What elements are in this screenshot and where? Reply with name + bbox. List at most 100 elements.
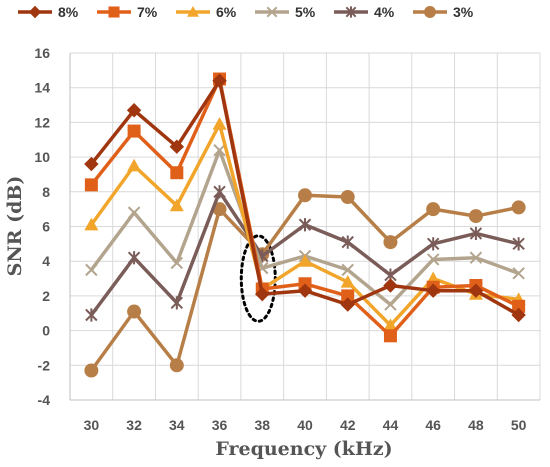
data-point — [512, 237, 525, 251]
data-point — [84, 156, 99, 172]
y-tick-label: 4 — [42, 253, 50, 269]
x-tick-label: 40 — [297, 417, 313, 433]
data-point — [469, 226, 483, 241]
data-point — [425, 283, 441, 298]
data-point — [340, 275, 355, 288]
data-point — [212, 117, 227, 130]
data-point — [340, 297, 355, 312]
legend-item: 8% — [18, 4, 79, 20]
y-tick-label: 8 — [42, 184, 50, 200]
data-point — [212, 73, 227, 88]
y-tick-label: 6 — [42, 219, 50, 235]
data-point — [127, 251, 141, 265]
x-tick-label: 32 — [126, 417, 142, 433]
series-group — [84, 72, 526, 378]
series-4pct — [85, 185, 525, 322]
data-point — [341, 289, 355, 303]
x-tick-label: 44 — [383, 417, 399, 433]
series-7pct — [84, 72, 526, 343]
x-tick-label: 50 — [511, 417, 527, 433]
data-point — [424, 6, 436, 18]
data-point — [297, 283, 313, 298]
data-point — [108, 6, 120, 18]
data-point — [341, 235, 354, 249]
legend-item: 6% — [176, 4, 237, 20]
data-point — [383, 278, 398, 293]
x-tick-label: 46 — [425, 417, 441, 433]
legend-item: 5% — [255, 4, 316, 20]
data-point — [426, 253, 440, 266]
x-tick-label: 42 — [340, 417, 356, 433]
data-point — [383, 235, 398, 250]
data-point — [469, 251, 483, 264]
y-tick-label: 12 — [34, 114, 50, 130]
legend-label: 3% — [453, 4, 474, 20]
legend-item: 4% — [334, 4, 395, 20]
data-point — [85, 308, 98, 322]
data-point — [127, 124, 141, 138]
data-point — [345, 6, 357, 18]
data-point — [468, 283, 484, 298]
data-point — [298, 188, 312, 203]
legend-item: 7% — [97, 4, 158, 20]
y-tick-label: 14 — [34, 80, 50, 96]
data-point — [169, 198, 184, 212]
data-point — [28, 5, 42, 19]
data-point — [127, 158, 142, 172]
y-tick-label: 2 — [42, 288, 50, 304]
x-tick-label: 30 — [84, 417, 100, 433]
data-point — [426, 237, 440, 251]
data-point — [170, 296, 184, 310]
data-point — [169, 358, 184, 373]
data-point — [255, 286, 270, 302]
series-3pct — [84, 188, 526, 378]
data-point — [187, 6, 199, 17]
x-tick-label: 48 — [468, 417, 484, 433]
data-point — [340, 190, 355, 205]
data-point — [84, 363, 99, 378]
y-tick-label: 0 — [42, 323, 50, 339]
data-point — [266, 6, 278, 18]
data-point — [213, 185, 226, 199]
data-point — [384, 298, 397, 311]
data-point — [512, 299, 526, 313]
legend-label: 4% — [374, 4, 395, 20]
y-axis-title: SNR (dB) — [4, 176, 26, 277]
x-tick-label: 34 — [169, 417, 185, 433]
data-point — [511, 200, 526, 215]
data-point — [298, 254, 312, 267]
data-point — [383, 329, 397, 343]
x-tick-label: 38 — [254, 417, 270, 433]
legend-label: 8% — [58, 4, 79, 20]
y-tick-label: 16 — [34, 45, 50, 61]
data-point — [213, 143, 226, 157]
data-point — [426, 202, 441, 217]
data-point — [127, 304, 142, 319]
x-tick-label: 36 — [212, 417, 228, 433]
data-point — [84, 178, 98, 192]
legend-item: 3% — [413, 4, 474, 20]
data-point — [126, 103, 142, 118]
y-tick-label: -2 — [38, 357, 51, 373]
data-point — [84, 217, 99, 231]
data-point — [511, 307, 526, 323]
data-point — [298, 218, 312, 232]
legend: 8% 7% 6% 5% 4% 3% — [18, 4, 474, 20]
legend-label: 7% — [137, 4, 158, 20]
data-point — [341, 263, 354, 277]
legend-label: 5% — [295, 4, 316, 20]
data-point — [170, 256, 184, 270]
data-point — [169, 139, 185, 154]
data-point — [512, 267, 525, 280]
data-point — [127, 206, 141, 219]
series-8pct — [84, 73, 526, 323]
x-axis-title: Frequency (kHz) — [215, 438, 392, 460]
data-point — [468, 209, 483, 224]
data-point — [383, 318, 398, 331]
y-tick-label: -4 — [38, 392, 51, 408]
data-point — [170, 166, 184, 180]
legend-label: 6% — [216, 4, 237, 20]
y-tick-label: 10 — [34, 149, 50, 165]
